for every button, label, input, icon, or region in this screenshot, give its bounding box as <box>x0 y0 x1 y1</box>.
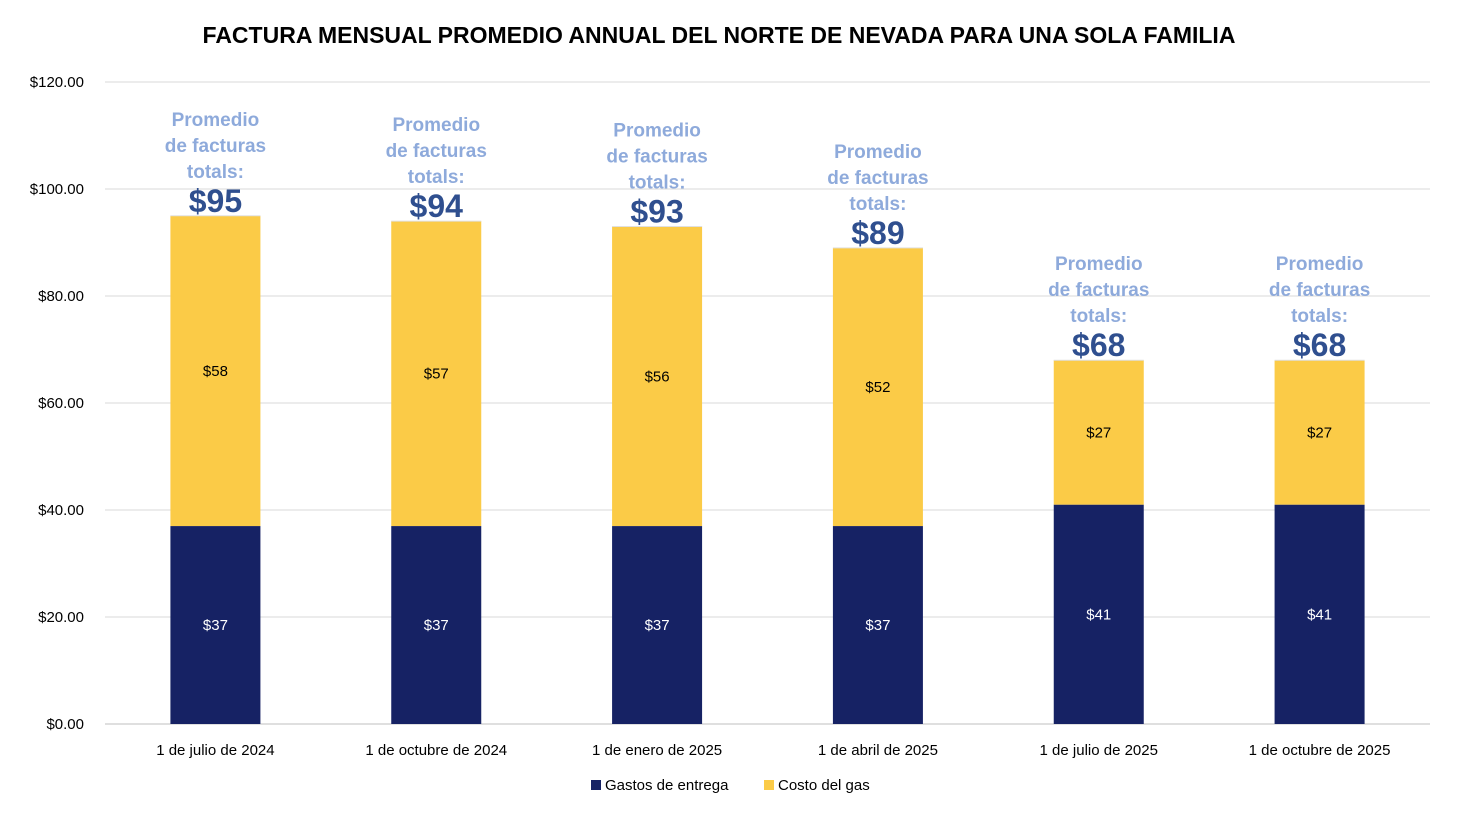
chart-title: FACTURA MENSUAL PROMEDIO ANNUAL DEL NORT… <box>203 22 1236 48</box>
data-label: $41 <box>1086 606 1111 623</box>
legend-label: Gastos de entrega <box>605 777 729 794</box>
bar-segment-entrega <box>612 526 703 724</box>
total-annotation-line: totals: <box>408 167 465 188</box>
x-tick-label: 1 de abril de 2025 <box>818 742 938 759</box>
total-annotation-line: Promedio <box>1055 254 1143 275</box>
x-tick-label: 1 de julio de 2024 <box>156 742 274 759</box>
y-tick-label: $100.00 <box>30 181 84 198</box>
bar-segment-gas <box>170 215 261 527</box>
y-tick-label: $40.00 <box>38 502 84 519</box>
bar-segment-gas <box>391 221 482 527</box>
total-value-label: $68 <box>1072 327 1125 363</box>
total-annotation-line: de facturas <box>827 168 928 189</box>
data-label: $56 <box>645 368 670 385</box>
legend-label: Costo del gas <box>778 777 870 794</box>
total-annotation-line: totals: <box>849 194 906 215</box>
segment-labels: $37 $58 $37 $57 $37 $56 $37 $52 $41 $27 $41 $27 <box>203 363 1332 634</box>
total-value-label: $94 <box>410 188 464 224</box>
y-tick-label: $0.00 <box>46 716 84 733</box>
data-label: $27 <box>1307 424 1332 441</box>
total-annotation-line: de facturas <box>606 146 707 167</box>
total-annotation-line: de facturas <box>1048 280 1149 301</box>
y-tick-label: $120.00 <box>30 74 84 91</box>
bar-segment-gas <box>1274 360 1365 505</box>
y-tick-label: $60.00 <box>38 395 84 412</box>
total-annotation-line: Promedio <box>834 142 922 163</box>
total-value-label: $95 <box>189 183 242 219</box>
total-annotation-line: totals: <box>1291 306 1348 327</box>
total-annotation-line: de facturas <box>1269 280 1370 301</box>
total-annotation-line: Promedio <box>613 120 701 141</box>
data-label: $41 <box>1307 606 1332 623</box>
legend-swatch <box>764 780 774 790</box>
bar-segment-entrega <box>1274 504 1365 724</box>
bar-segment-gas <box>832 247 923 527</box>
total-annotation-line: Promedio <box>1276 254 1364 275</box>
x-tick-label: 1 de enero de 2025 <box>592 742 722 759</box>
total-value-label: $93 <box>630 193 683 229</box>
total-value-label: $68 <box>1293 327 1346 363</box>
legend-swatch <box>591 780 601 790</box>
bar-segment-entrega <box>391 526 482 724</box>
data-label: $37 <box>645 617 670 634</box>
total-annotation-line: totals: <box>187 162 244 183</box>
y-axis-ticks: $0.00 $20.00 $40.00 $60.00 $80.00 $100.00 $120… <box>30 74 84 733</box>
data-label: $57 <box>424 366 449 383</box>
data-label: $58 <box>203 363 228 380</box>
total-annotation-line: totals: <box>1070 306 1127 327</box>
y-tick-label: $20.00 <box>38 609 84 626</box>
bar-segment-gas <box>612 226 703 527</box>
bar-segment-entrega <box>832 526 923 724</box>
total-value-label: $89 <box>851 215 904 251</box>
data-label: $52 <box>865 379 890 396</box>
legend: Gastos de entrega Costo del gas <box>591 777 870 794</box>
total-annotation-line: totals: <box>629 172 686 193</box>
data-label: $37 <box>424 617 449 634</box>
total-annotation-line: de facturas <box>165 136 266 157</box>
data-label: $37 <box>203 617 228 634</box>
y-tick-label: $80.00 <box>38 288 84 305</box>
gridlines <box>105 81 1430 725</box>
x-tick-label: 1 de octubre de 2025 <box>1249 742 1391 759</box>
bar-segment-gas <box>1053 360 1144 505</box>
bar-segment-entrega <box>170 526 261 724</box>
x-axis-ticks: 1 de julio de 2024 1 de octubre de 2024 1 … <box>156 742 1390 759</box>
total-annotation-line: Promedio <box>172 110 260 131</box>
bars <box>170 215 1365 724</box>
data-label: $27 <box>1086 424 1111 441</box>
x-tick-label: 1 de octubre de 2024 <box>365 742 507 759</box>
x-tick-label: 1 de julio de 2025 <box>1040 742 1158 759</box>
total-annotation-line: de facturas <box>386 141 487 162</box>
bar-segment-entrega <box>1053 504 1144 724</box>
total-annotation-line: Promedio <box>392 115 480 136</box>
data-label: $37 <box>865 617 890 634</box>
